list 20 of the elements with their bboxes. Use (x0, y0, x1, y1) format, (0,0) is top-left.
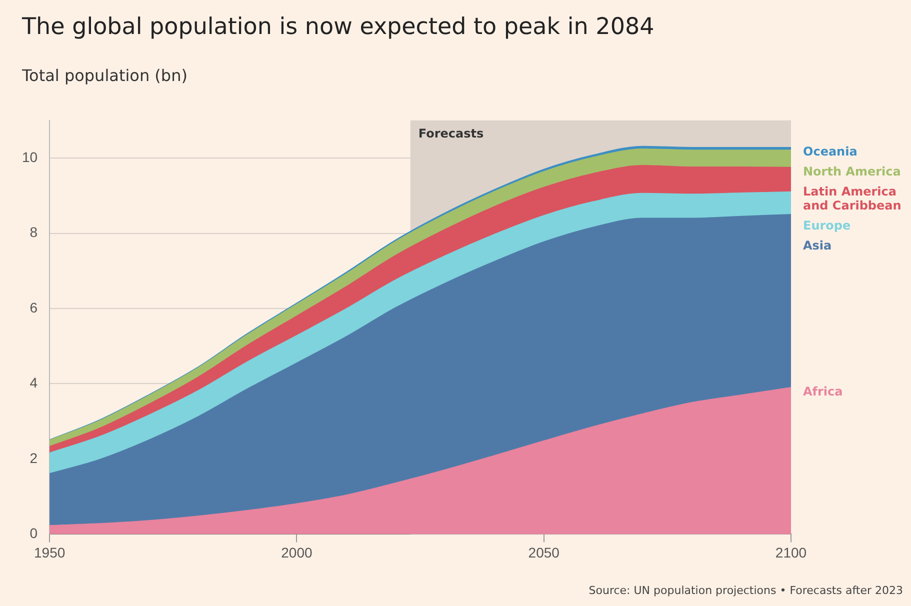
chart-title: The global population is now expected to peak in 2084 (22, 14, 654, 40)
series-label: North America (803, 164, 901, 179)
source-note: Source: UN population projections • Forecasts after 2023 (588, 584, 903, 597)
series-label: Latin America and Caribbean (803, 184, 902, 213)
series-label: Oceania (803, 144, 858, 159)
y-axis-title: Total population (bn) (22, 66, 188, 85)
y-tick-label: 10 (22, 148, 38, 165)
series-label: Africa (803, 384, 843, 399)
x-tick-label: 2000 (281, 544, 312, 560)
y-tick-label: 8 (30, 224, 38, 240)
x-tick-label: 1950 (34, 544, 66, 560)
x-tick-label: 2050 (528, 544, 560, 560)
series-label: Europe (803, 218, 851, 233)
y-tick-label: 4 (30, 374, 38, 391)
series-label: Asia (803, 238, 832, 253)
y-tick-label: 2 (30, 450, 38, 466)
band-label: Forecasts (418, 126, 484, 141)
y-tick-label: 6 (30, 299, 38, 316)
x-tick-label: 2100 (775, 544, 807, 560)
y-tick-label: 0 (30, 525, 38, 542)
